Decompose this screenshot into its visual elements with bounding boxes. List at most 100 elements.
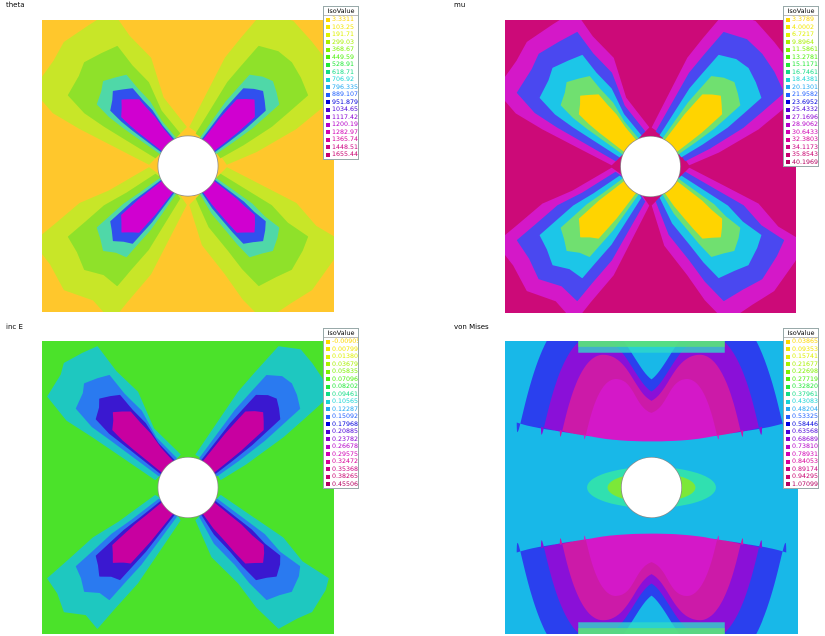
legend-value: 0.533256 [792,413,818,420]
legend-entry: 0.328208 [784,383,818,391]
legend-entry: 706.92 [324,76,358,84]
legend-entry: 0.277194 [784,376,818,384]
field-layer-3 [584,379,719,596]
legend-value: 0.430831 [792,398,818,405]
legend-entry: 0.0709619 [324,376,358,384]
legend-swatch [786,354,790,359]
x-arm-region [202,411,264,473]
legend-swatch [786,407,790,412]
legend-entry: 0.891742 [784,466,818,474]
legend-value: 21.9582 [792,91,818,98]
legend-entry: 1365.74 [324,136,358,144]
legend-entry: 0.0138006 [324,353,358,361]
legend-swatch [786,160,790,165]
legend-entry: 0.430831 [784,398,818,406]
x-arm-region [202,180,256,233]
legend-entry: 18.4381 [784,76,818,84]
legend-value: 1448.51 [332,143,358,151]
legend-swatch [786,474,790,479]
legend-swatch [786,482,790,487]
legend-swatch [326,474,330,479]
legend-swatch [786,130,790,135]
contour-plot [42,20,334,312]
panel-title: von Mises [454,323,489,331]
legend-value: 0.353686 [332,465,358,473]
legend-entry: 15.1171 [784,61,818,69]
legend-swatch [326,130,330,135]
legend-swatch [326,444,330,449]
contour-plot [505,20,796,313]
field-layer-4 [121,98,256,233]
legend-value: 6.7217 [792,31,815,38]
legend-entry: 368.67 [324,46,358,54]
legend-value: 299.03 [332,38,355,46]
legend-entry: 0.105651 [324,398,358,406]
legend-entry: 0.179689 [324,421,358,429]
legend-swatch [326,339,330,344]
legend-swatch [326,482,330,487]
legend-swatch [786,369,790,374]
legend-swatch [786,137,790,142]
legend-value: 0.105651 [332,398,358,405]
legend-value: 30.6433 [792,128,818,136]
legend-entry: 0.789317 [784,451,818,459]
legend-swatch [326,100,330,105]
legend-value: 27.1696 [792,113,818,121]
legend-entry: 0.84053 [784,458,818,466]
legend-swatch [326,369,330,374]
legend-value: 35.8543 [792,151,818,158]
legend-swatch [326,407,330,412]
legend-entry: 0.482043 [784,406,818,414]
legend-swatch [786,115,790,120]
x-arm-region [112,502,174,564]
legend-swatch [326,152,330,157]
legend-value: 1365.74 [332,136,358,143]
legend-swatch [326,145,330,150]
legend-value: 0.237821 [332,435,358,443]
legend-value: 0.0935343 [792,345,818,353]
legend-swatch [786,437,790,442]
edge-band-top [578,341,725,353]
legend-value: 0.379619 [792,390,818,398]
legend-title: IsoValue [784,7,818,16]
legend-entry: 1034.65 [324,106,358,114]
legend-value: 11.5861 [792,46,818,53]
legend-swatch [786,452,790,457]
legend-value: 1034.65 [332,106,358,113]
legend-swatch [326,362,330,367]
legend-value: 20.1301 [792,83,818,91]
legend-value: 15.1171 [792,61,818,68]
legend-entry: 30.6433 [784,129,818,137]
legend-swatch [326,17,330,22]
circular-hole [157,135,219,197]
legend-entry: 528.91 [324,61,358,69]
legend-entry: 0.0079965 [324,346,358,354]
legend-swatch [326,85,330,90]
legend-entry: 32.3803 [784,136,818,144]
legend-swatch [786,145,790,150]
legend-swatch [326,414,330,419]
legend-swatch [326,47,330,52]
legend-entry: 0.21677 [784,361,818,369]
legend-entry: 889.107 [324,91,358,99]
legend-value: 32.3803 [792,136,818,143]
legend-entry: 103.25 [324,24,358,32]
legend-value: 0.455067 [332,480,358,488]
legend-value: 0.179689 [332,420,358,428]
isovalue-legend: IsoValue0.03865730.09353430.157410.21677… [783,328,819,489]
legend-swatch [326,429,330,434]
legend-swatch [786,25,790,30]
legend-value: 25.4332 [792,106,818,113]
isovalue-legend: IsoValue 3.3789 4.0002 6.7217 9.8964 11.5861 1… [783,6,819,167]
legend-swatch [326,62,330,67]
legend-entry: 1282.97 [324,129,358,137]
legend-entry: 34.1173 [784,144,818,152]
legend-entry: 0.32472 [324,458,358,466]
legend-swatch [326,347,330,352]
legend-swatch [326,377,330,382]
legend-entry: 0.686893 [784,436,818,444]
legend-value: 9.8964 [792,38,815,46]
x-arm-region [121,99,174,152]
stress-lobe-region [584,533,719,596]
legend-value: 16.7461 [792,68,818,76]
